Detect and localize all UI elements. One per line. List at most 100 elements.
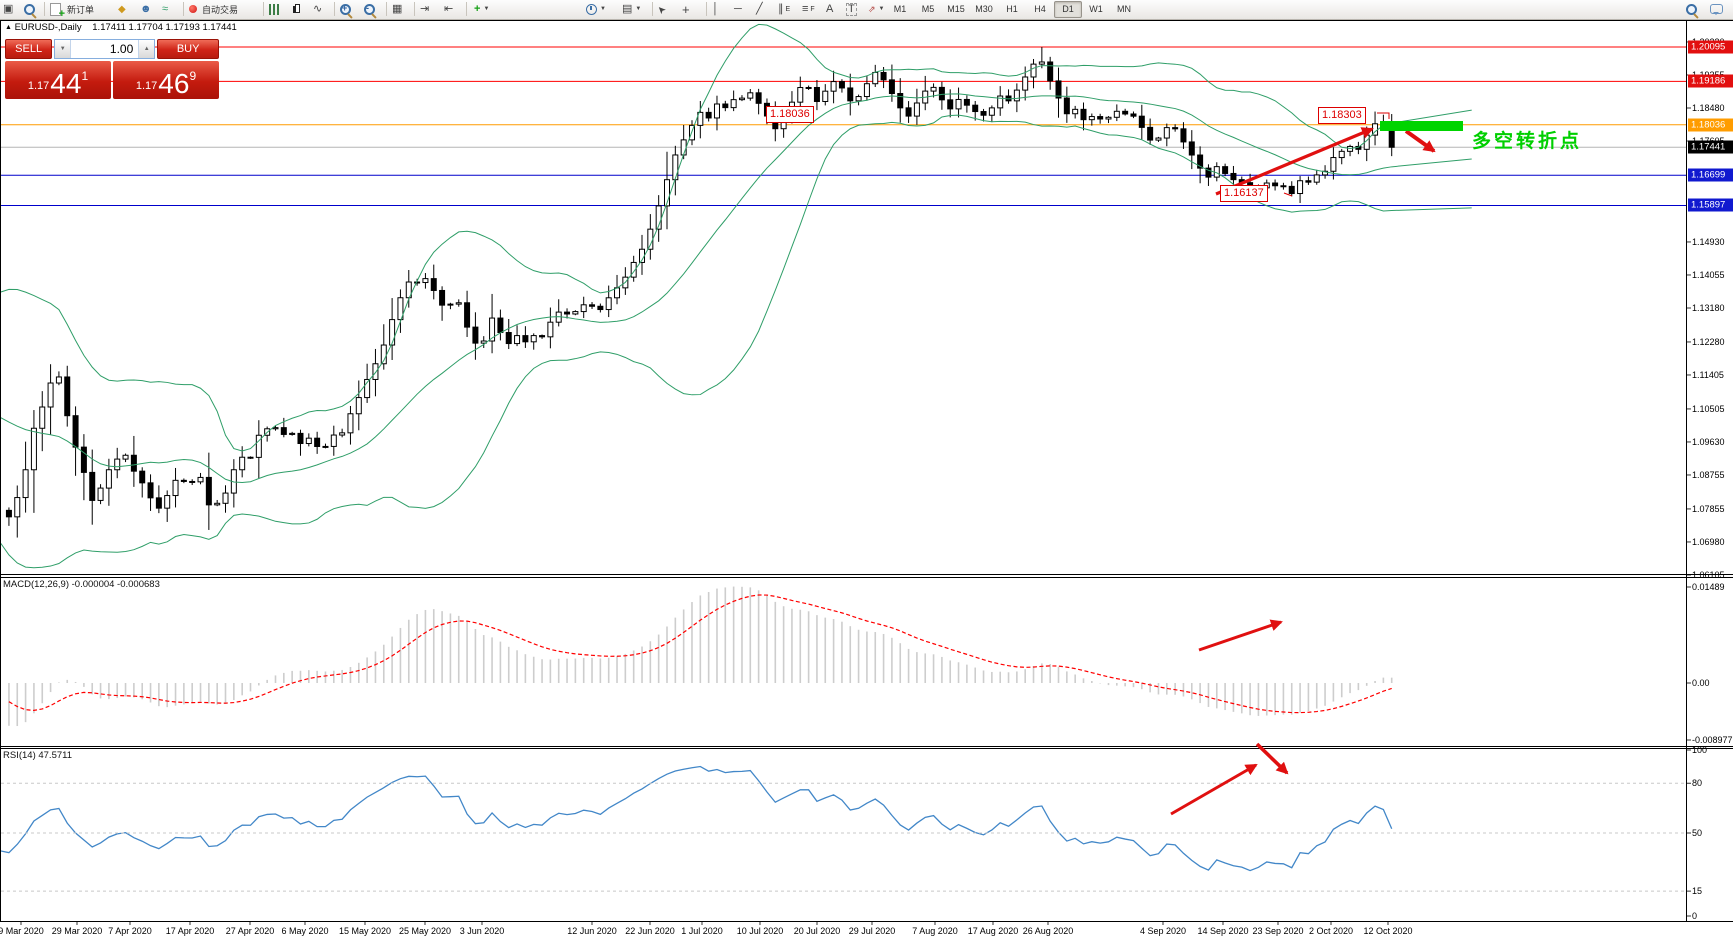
autotrade-button[interactable]: 自动交易: [189, 1, 238, 17]
date-tick-label: 4 Sep 2020: [1139, 926, 1187, 936]
zoom-in-icon[interactable]: +: [340, 1, 351, 17]
timeframe-button-d1[interactable]: D1: [1054, 1, 1082, 18]
autotrade-icon: [189, 5, 197, 13]
date-tick-label: 17 Aug 2020: [967, 926, 1019, 936]
fibonacci-tool-icon[interactable]: ≡ F: [802, 2, 815, 15]
date-tick-label: 12 Jun 2020: [567, 926, 617, 936]
search-icon[interactable]: [1686, 1, 1697, 17]
auto-scroll-icon[interactable]: ⇥: [420, 2, 430, 15]
timeframe-button-mn[interactable]: MN: [1117, 4, 1131, 14]
buy-button[interactable]: BUY: [157, 39, 219, 59]
timeframe-button-m5[interactable]: M5: [921, 4, 935, 14]
buy-price-sup: 9: [189, 69, 197, 83]
rsi-axis-tick: 0: [1692, 911, 1698, 921]
timeframe-button-m1[interactable]: M1: [893, 4, 907, 14]
sell-price-sup: 1: [81, 69, 89, 83]
sell-button[interactable]: SELL: [5, 39, 53, 59]
swing-low-price-box[interactable]: 1.16137: [1220, 185, 1268, 202]
price-level-badge: 1.18036: [1688, 118, 1733, 132]
price-tick: 1.06980: [1692, 536, 1725, 547]
signals-icon[interactable]: ≈: [162, 2, 169, 15]
channel-tool-icon[interactable]: ∥ E: [778, 2, 791, 15]
volume-decrease-button[interactable]: ▼: [55, 40, 72, 58]
rsi-axis-tick: 15: [1692, 886, 1703, 897]
volume-input[interactable]: 1.00: [71, 40, 139, 58]
price-tick: 1.12280: [1692, 336, 1725, 347]
price-tick: 1.09630: [1692, 436, 1725, 447]
symbol-marker-icon: ▲: [5, 24, 12, 31]
buy-price-prefix: 1.17: [135, 80, 158, 92]
volume-stepper: ▼ 1.00 ▲: [54, 39, 156, 59]
swing-high-price-box[interactable]: 1.18303: [1318, 107, 1366, 124]
price-level-badge: 1.20095: [1688, 40, 1733, 54]
price-level-badge: 1.16699: [1688, 168, 1733, 182]
sell-price-big: 44: [50, 68, 82, 100]
toolbar-separator: [652, 2, 653, 16]
one-click-trading-panel: SELL ▼ 1.00 ▲ BUY 1.17 44 1 1.17 46 9: [5, 39, 219, 99]
date-tick-label: 9 Mar 2020: [0, 926, 44, 936]
date-tick-label: 10 Jul 2020: [736, 926, 784, 936]
trendline-tool-icon[interactable]: ╱: [756, 2, 763, 15]
price-tick: 1.14055: [1692, 269, 1725, 280]
new-chart-icon[interactable]: ▣: [3, 2, 14, 15]
sell-price-panel[interactable]: 1.17 44 1: [5, 61, 111, 99]
crosshair-icon[interactable]: +: [682, 1, 690, 17]
rsi-axis-tick: 50: [1692, 828, 1703, 838]
resistance-price-box[interactable]: 1.18036: [766, 106, 814, 123]
date-tick-label: 29 Mar 2020: [51, 926, 103, 936]
bar-chart-icon[interactable]: [269, 1, 280, 17]
date-tick-label: 6 May 2020: [281, 926, 329, 936]
turning-point-annotation[interactable]: 多空转折点: [1472, 131, 1583, 152]
vertical-line-tool-icon[interactable]: │: [712, 2, 719, 15]
text-tool-icon[interactable]: A: [826, 2, 834, 15]
volume-increase-button[interactable]: ▲: [138, 40, 155, 58]
highlight-bar[interactable]: [1380, 121, 1463, 131]
rsi-axis-tick: 80: [1692, 778, 1703, 789]
sell-price-prefix: 1.17: [27, 80, 50, 92]
line-chart-icon[interactable]: ∿: [313, 2, 323, 15]
chart-ohlc-values: 1.17411 1.17704 1.17193 1.17441: [92, 22, 237, 33]
timeframe-button-h4[interactable]: H4: [1034, 4, 1046, 14]
window-preview-icon[interactable]: [24, 1, 35, 17]
periods-button[interactable]: ▼: [586, 1, 606, 17]
timeframe-button-h1[interactable]: H1: [1006, 4, 1018, 14]
date-tick-label: 23 Sep 2020: [1252, 926, 1304, 936]
date-tick-label: 29 Jul 2020: [848, 926, 896, 936]
date-tick-label: 14 Sep 2020: [1197, 926, 1249, 936]
cursor-icon[interactable]: ➤: [654, 2, 669, 17]
buy-price-panel[interactable]: 1.17 46 9: [113, 61, 219, 99]
main-toolbar: ▣ 新订单 ◆ ☻ ≈ 自动交易 ∿ + - ▦ ⇥ ⇤ +▼ ▼ ▤▼ ➤ +: [0, 0, 1733, 20]
timeframe-button-m15[interactable]: M15: [947, 4, 965, 14]
timeframe-button-m30[interactable]: M30: [975, 4, 993, 14]
zoom-out-icon[interactable]: -: [364, 1, 375, 17]
horizontal-line-tool-icon[interactable]: ─: [734, 2, 742, 15]
new-order-button[interactable]: 新订单: [50, 1, 94, 20]
add-indicator-button[interactable]: + ▼: [474, 2, 490, 15]
chart-symbol: EURUSD-,Daily: [14, 22, 82, 33]
toolbar-separator: [386, 2, 387, 16]
clock-icon: [586, 3, 597, 15]
profiles-icon[interactable]: ☻: [140, 2, 152, 15]
chart-shift-icon[interactable]: ⇤: [444, 2, 454, 15]
templates-button[interactable]: ▤ ▼: [622, 2, 642, 15]
text-label-tool-icon[interactable]: T: [846, 2, 857, 16]
arrows-tool-button[interactable]: ⇗ ▼: [868, 3, 885, 14]
date-tick-label: 22 Jun 2020: [625, 926, 675, 936]
price-tick: 1.14930: [1692, 236, 1725, 247]
date-tick-label: 20 Jul 2020: [793, 926, 841, 936]
price-level-badge: 1.17441: [1688, 140, 1733, 154]
price-tick: 1.10505: [1692, 403, 1725, 414]
tile-windows-icon[interactable]: ▦: [392, 2, 403, 15]
price-level-badge: 1.15897: [1688, 198, 1733, 212]
toolbar-separator: [414, 2, 415, 16]
chart-title: ▲ EURUSD-,Daily 1.17411 1.17704 1.17193 …: [5, 22, 237, 33]
chat-icon[interactable]: [1710, 1, 1723, 17]
timeframe-button-w1[interactable]: W1: [1089, 4, 1103, 14]
price-tick: 1.07855: [1692, 503, 1725, 514]
date-tick-label: 26 Aug 2020: [1022, 926, 1074, 936]
market-watch-icon[interactable]: ◆: [118, 3, 126, 15]
macd-axis-tick: 0.00: [1692, 678, 1710, 688]
candlestick-chart-icon[interactable]: [291, 1, 303, 17]
